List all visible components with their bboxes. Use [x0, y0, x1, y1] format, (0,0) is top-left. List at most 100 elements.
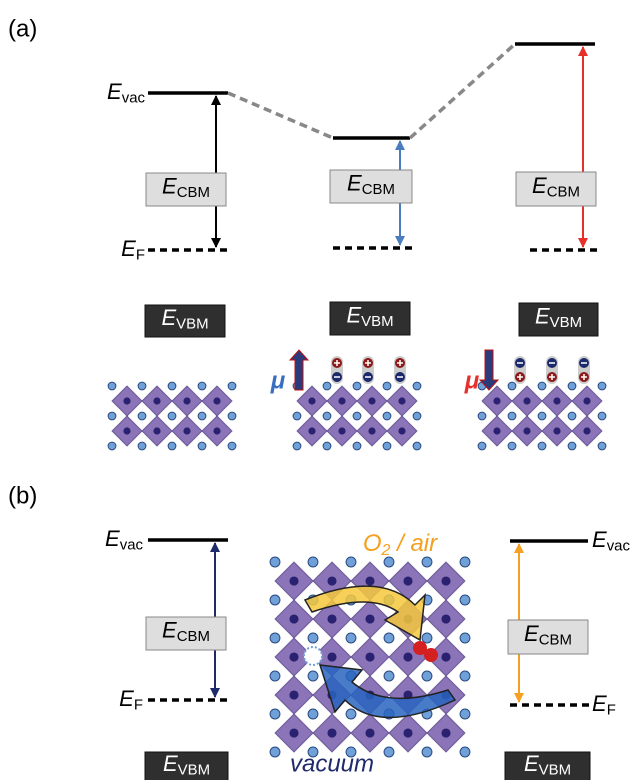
- atom: [345, 708, 357, 720]
- atom: [153, 397, 161, 405]
- energy-symbol: E: [524, 751, 539, 776]
- energy-symbol: E: [347, 170, 362, 195]
- energy-symbol: E: [162, 617, 177, 642]
- energy-label: Evac: [105, 526, 143, 554]
- energy-label: EVBM: [161, 305, 208, 333]
- atom: [597, 381, 607, 391]
- atom: [567, 411, 577, 421]
- atom: [227, 381, 237, 391]
- atom: [167, 441, 177, 451]
- cbm-box: [515, 171, 597, 207]
- atom: [292, 441, 302, 451]
- atom: [403, 576, 413, 586]
- energy-symbol: E: [163, 751, 178, 776]
- atom: [123, 397, 131, 405]
- atom: [338, 427, 346, 435]
- adsorption-arrow: [303, 585, 426, 642]
- energy-label: EVBM: [535, 303, 582, 331]
- atom: [137, 381, 147, 391]
- atom: [289, 614, 299, 624]
- atom: [441, 652, 451, 662]
- atom: [307, 708, 319, 720]
- atom: [365, 652, 375, 662]
- atom: [383, 556, 395, 568]
- cbm-box: [329, 169, 413, 204]
- atom: [289, 652, 299, 662]
- energy-symbol: E: [592, 527, 607, 552]
- atom: [269, 708, 281, 720]
- energy-symbol: E: [121, 236, 136, 261]
- dipole-arrow: [288, 349, 310, 391]
- cbm-box: [145, 172, 227, 207]
- atom: [289, 690, 299, 700]
- atom: [412, 381, 422, 391]
- atom: [107, 441, 117, 451]
- atom: [507, 411, 517, 421]
- atom: [441, 728, 451, 738]
- atom: [107, 411, 117, 421]
- energy-subscript: VBM: [539, 761, 571, 778]
- energy-label: EVBM: [524, 751, 571, 779]
- atom: [368, 427, 376, 435]
- atom: [459, 746, 471, 758]
- vbm-box: [144, 751, 229, 780]
- atom: [398, 397, 406, 405]
- atom: [327, 614, 337, 624]
- energy-subscript: CBM: [362, 181, 395, 198]
- atom: [269, 746, 281, 758]
- oxygen: [413, 641, 427, 655]
- atom: [507, 381, 517, 391]
- energy-symbol: E: [161, 305, 176, 330]
- energy-subscript: CBM: [177, 628, 210, 645]
- desorption-arrow: [318, 664, 457, 719]
- atom: [583, 427, 591, 435]
- atom: [383, 746, 395, 758]
- atom: [459, 556, 471, 568]
- energy-label: ECBM: [162, 617, 210, 645]
- energy-subscript: vac: [120, 536, 144, 553]
- energy-symbol: E: [532, 173, 547, 198]
- atom: [213, 427, 221, 435]
- energy-subscript: F: [136, 246, 145, 263]
- atom: [398, 427, 406, 435]
- atom: [137, 411, 147, 421]
- atom: [421, 556, 433, 568]
- atom: [308, 427, 316, 435]
- atom: [289, 728, 299, 738]
- dipole-symbol: μ: [270, 367, 286, 394]
- atom: [327, 728, 337, 738]
- panel-label: (a): [8, 15, 37, 42]
- energy-subscript: CBM: [177, 184, 210, 201]
- energy-label: ECBM: [347, 170, 395, 198]
- cbm-box: [145, 616, 227, 651]
- atom: [382, 411, 392, 421]
- oxygen: [424, 648, 438, 662]
- energy-label: Evac: [107, 79, 145, 107]
- atom: [441, 614, 451, 624]
- atom: [523, 427, 531, 435]
- atom: [523, 397, 531, 405]
- energy-symbol: E: [107, 79, 122, 104]
- vbm-box: [504, 751, 591, 780]
- atom: [567, 441, 577, 451]
- atom: [383, 632, 395, 644]
- energy-symbol: E: [535, 303, 550, 328]
- atom: [107, 381, 117, 391]
- gas-sub: 2: [381, 542, 391, 559]
- atom: [365, 728, 375, 738]
- atom: [477, 411, 487, 421]
- energy-subscript: VBM: [550, 314, 582, 331]
- energy-label: ECBM: [524, 621, 572, 649]
- atom: [537, 411, 547, 421]
- atom: [307, 556, 319, 568]
- atom: [269, 594, 281, 606]
- atom: [327, 576, 337, 586]
- atom: [352, 441, 362, 451]
- atom: [352, 381, 362, 391]
- energy-subscript: VBM: [361, 313, 393, 330]
- energy-label: EF: [592, 691, 616, 719]
- atom: [137, 441, 147, 451]
- energy-subscript: F: [607, 701, 616, 718]
- atom: [553, 397, 561, 405]
- atom: [292, 411, 302, 421]
